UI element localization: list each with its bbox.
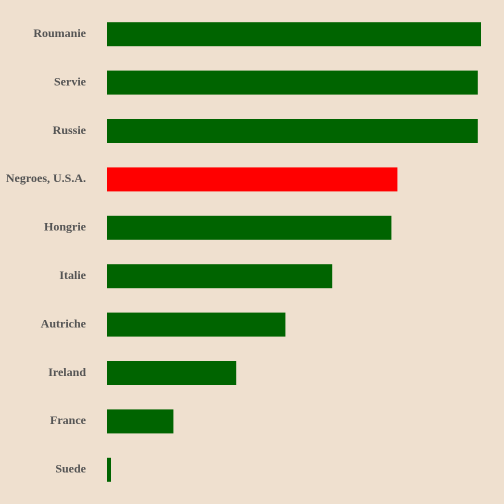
bar [107, 167, 398, 192]
bar [107, 312, 286, 337]
category-label: France [50, 413, 87, 427]
category-label: Ireland [48, 365, 86, 379]
bar [107, 22, 481, 47]
category-label: Hongrie [44, 220, 87, 234]
category-label: Roumanie [33, 26, 86, 40]
category-label: Russie [53, 123, 87, 137]
category-label: Servie [54, 74, 87, 88]
category-label: Negroes, U.S.A. [6, 171, 86, 185]
bar [107, 70, 478, 95]
category-label: Italie [59, 268, 86, 282]
category-label: Suede [55, 462, 86, 476]
bar [107, 361, 237, 385]
bar [107, 457, 111, 482]
bar [107, 409, 174, 434]
bar [107, 215, 392, 240]
category-label: Autriche [41, 316, 87, 330]
bar [107, 119, 478, 143]
bar [107, 264, 333, 289]
